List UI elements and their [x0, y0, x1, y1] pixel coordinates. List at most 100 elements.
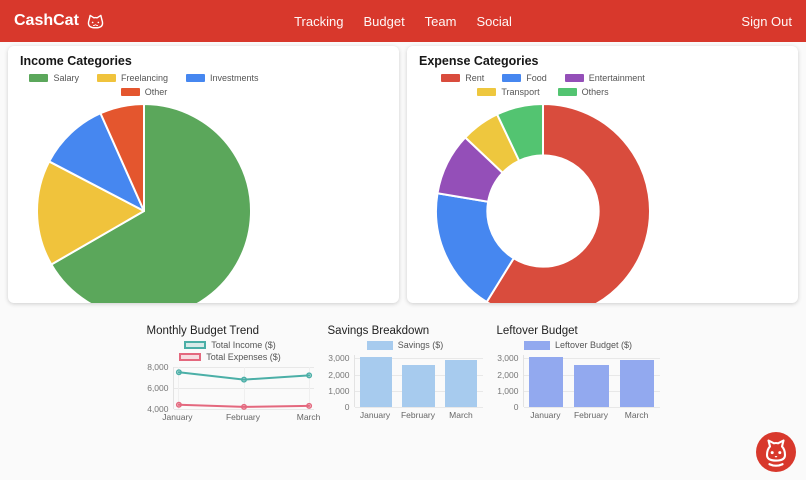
- nav-item-tracking[interactable]: Tracking: [294, 13, 344, 29]
- x-tick-label: January: [162, 412, 193, 422]
- slice-rent[interactable]: [485, 103, 651, 303]
- legend-swatch: [366, 340, 393, 350]
- slice-investments[interactable]: [48, 112, 145, 212]
- y-tick-label: 6,000: [147, 383, 169, 393]
- legend-item-other[interactable]: Other: [120, 87, 168, 97]
- x-tick-label: March: [449, 410, 473, 420]
- x-tick-label: February: [400, 410, 436, 420]
- legend-label: Leftover Budget ($): [554, 340, 633, 350]
- gridline: [308, 367, 310, 409]
- slice-freelancing[interactable]: [36, 160, 145, 266]
- cat-logo-icon: [87, 14, 104, 28]
- point-total-expenses-march[interactable]: [305, 402, 312, 409]
- main-nav: Tracking Budget Team Social: [294, 14, 512, 29]
- y-tick-label: 4,000: [147, 404, 169, 414]
- x-tick-label: February: [573, 410, 609, 420]
- legend-label: Rent: [465, 73, 485, 83]
- legend-item-investments[interactable]: Investments: [186, 73, 259, 83]
- cat-fab-icon: [756, 432, 796, 472]
- bar-february[interactable]: [574, 364, 609, 407]
- legend-label: Freelancing: [120, 73, 168, 83]
- nav-item-team[interactable]: Team: [424, 13, 457, 29]
- cat-fab-button[interactable]: [756, 432, 796, 472]
- bar-january[interactable]: [359, 356, 393, 407]
- legend-item-transport[interactable]: Transport: [477, 87, 540, 97]
- leftover-budget-chart: Leftover Budget Leftover Budget ($) 3,00…: [497, 325, 660, 423]
- y-tick-label: 2,000: [497, 369, 519, 380]
- legend-swatch: [564, 74, 584, 82]
- gridline: [523, 358, 660, 360]
- legend-label: Total Income ($): [211, 340, 276, 350]
- legend-item-total-income[interactable]: Total Income ($): [184, 340, 276, 350]
- legend-item-rent[interactable]: Rent: [441, 73, 484, 83]
- y-tick-label: 3,000: [497, 353, 519, 364]
- x-tick-label: March: [624, 410, 649, 420]
- legend-item-salary[interactable]: Salary: [29, 73, 79, 83]
- gridline: [523, 407, 660, 408]
- nav-item-budget[interactable]: Budget: [363, 13, 405, 29]
- leftover-plot[interactable]: [522, 355, 660, 408]
- bar-january[interactable]: [528, 356, 564, 407]
- trend-lines: [175, 369, 312, 410]
- legend-item-savings[interactable]: Savings ($): [366, 340, 444, 350]
- monthly-budget-trend-chart: Monthly Budget Trend Total Income ($) Tot…: [146, 325, 321, 423]
- income-pie-chart[interactable]: [36, 103, 252, 303]
- point-total-expenses-february[interactable]: [240, 403, 247, 410]
- bar-february[interactable]: [402, 364, 435, 407]
- slice-other[interactable]: [99, 103, 145, 212]
- legend-label: Total Expenses ($): [206, 352, 281, 362]
- savings-plot[interactable]: [353, 355, 483, 408]
- trend-plot[interactable]: [172, 367, 314, 410]
- savings-y-axis: 3,000 2,000 1,000 0: [328, 353, 354, 412]
- point-total-income-march[interactable]: [305, 372, 312, 379]
- point-total-income-january[interactable]: [175, 369, 182, 376]
- legend-label: Other: [144, 87, 168, 97]
- gridline: [243, 367, 245, 409]
- brand[interactable]: CashCat: [14, 12, 105, 31]
- legend-label: Transport: [501, 87, 540, 97]
- legend-item-entertainment[interactable]: Entertainment: [564, 73, 645, 83]
- legend-item-total-expenses[interactable]: Total Expenses ($): [179, 352, 281, 362]
- x-tick-label: January: [359, 410, 391, 420]
- y-tick-label: 8,000: [147, 362, 169, 372]
- legend-label: Investments: [210, 73, 259, 83]
- y-tick-label: 2,000: [328, 369, 350, 380]
- expense-categories-card: Expense Categories Rent Food Entertainment…: [407, 46, 798, 303]
- point-total-expenses-january[interactable]: [175, 401, 182, 408]
- legend-item-food[interactable]: Food: [502, 73, 547, 83]
- gridline: [178, 367, 180, 409]
- mini-charts-row: Monthly Budget Trend Total Income ($) Tot…: [0, 325, 806, 423]
- legend-swatch: [120, 88, 140, 96]
- legend-swatch: [96, 74, 116, 82]
- trend-chart-title: Monthly Budget Trend: [146, 325, 260, 337]
- trend-x-axis: January February March: [162, 409, 320, 423]
- legend-label: Food: [526, 73, 547, 83]
- legend-label: Savings ($): [397, 340, 444, 350]
- legend-item-leftover-budget[interactable]: Leftover Budget ($): [523, 340, 633, 350]
- legend-swatch: [477, 88, 497, 96]
- leftover-y-axis: 3,000 2,000 1,000 0: [497, 353, 523, 412]
- app-header: CashCat Tracking Budget Team Social Sign Ou…: [0, 0, 806, 42]
- expense-donut-chart[interactable]: [435, 103, 651, 303]
- slice-others[interactable]: [496, 103, 544, 162]
- x-tick-label: March: [296, 412, 321, 422]
- bar-march[interactable]: [619, 359, 655, 407]
- point-total-income-february[interactable]: [240, 376, 247, 383]
- legend-item-freelancing[interactable]: Freelancing: [96, 73, 168, 83]
- legend-swatch: [184, 341, 207, 349]
- y-tick-label: 0: [344, 402, 350, 412]
- bar-march[interactable]: [444, 359, 478, 407]
- leftover-x-axis: January February March: [523, 407, 660, 421]
- pie-cards-row: Income Categories Salary Freelancing Inves…: [0, 42, 806, 303]
- sign-out-button[interactable]: Sign Out: [741, 13, 792, 29]
- income-legend: Salary Freelancing Investments Other: [18, 73, 270, 97]
- y-tick-label: 1,000: [497, 385, 519, 396]
- nav-item-social[interactable]: Social: [476, 13, 512, 29]
- legend-swatch: [179, 353, 202, 361]
- legend-label: Salary: [53, 73, 79, 83]
- legend-item-others[interactable]: Others: [557, 87, 609, 97]
- legend-label: Others: [581, 87, 609, 97]
- slice-salary[interactable]: [50, 103, 252, 303]
- savings-legend: Savings ($): [328, 340, 483, 350]
- legend-swatch: [186, 74, 205, 82]
